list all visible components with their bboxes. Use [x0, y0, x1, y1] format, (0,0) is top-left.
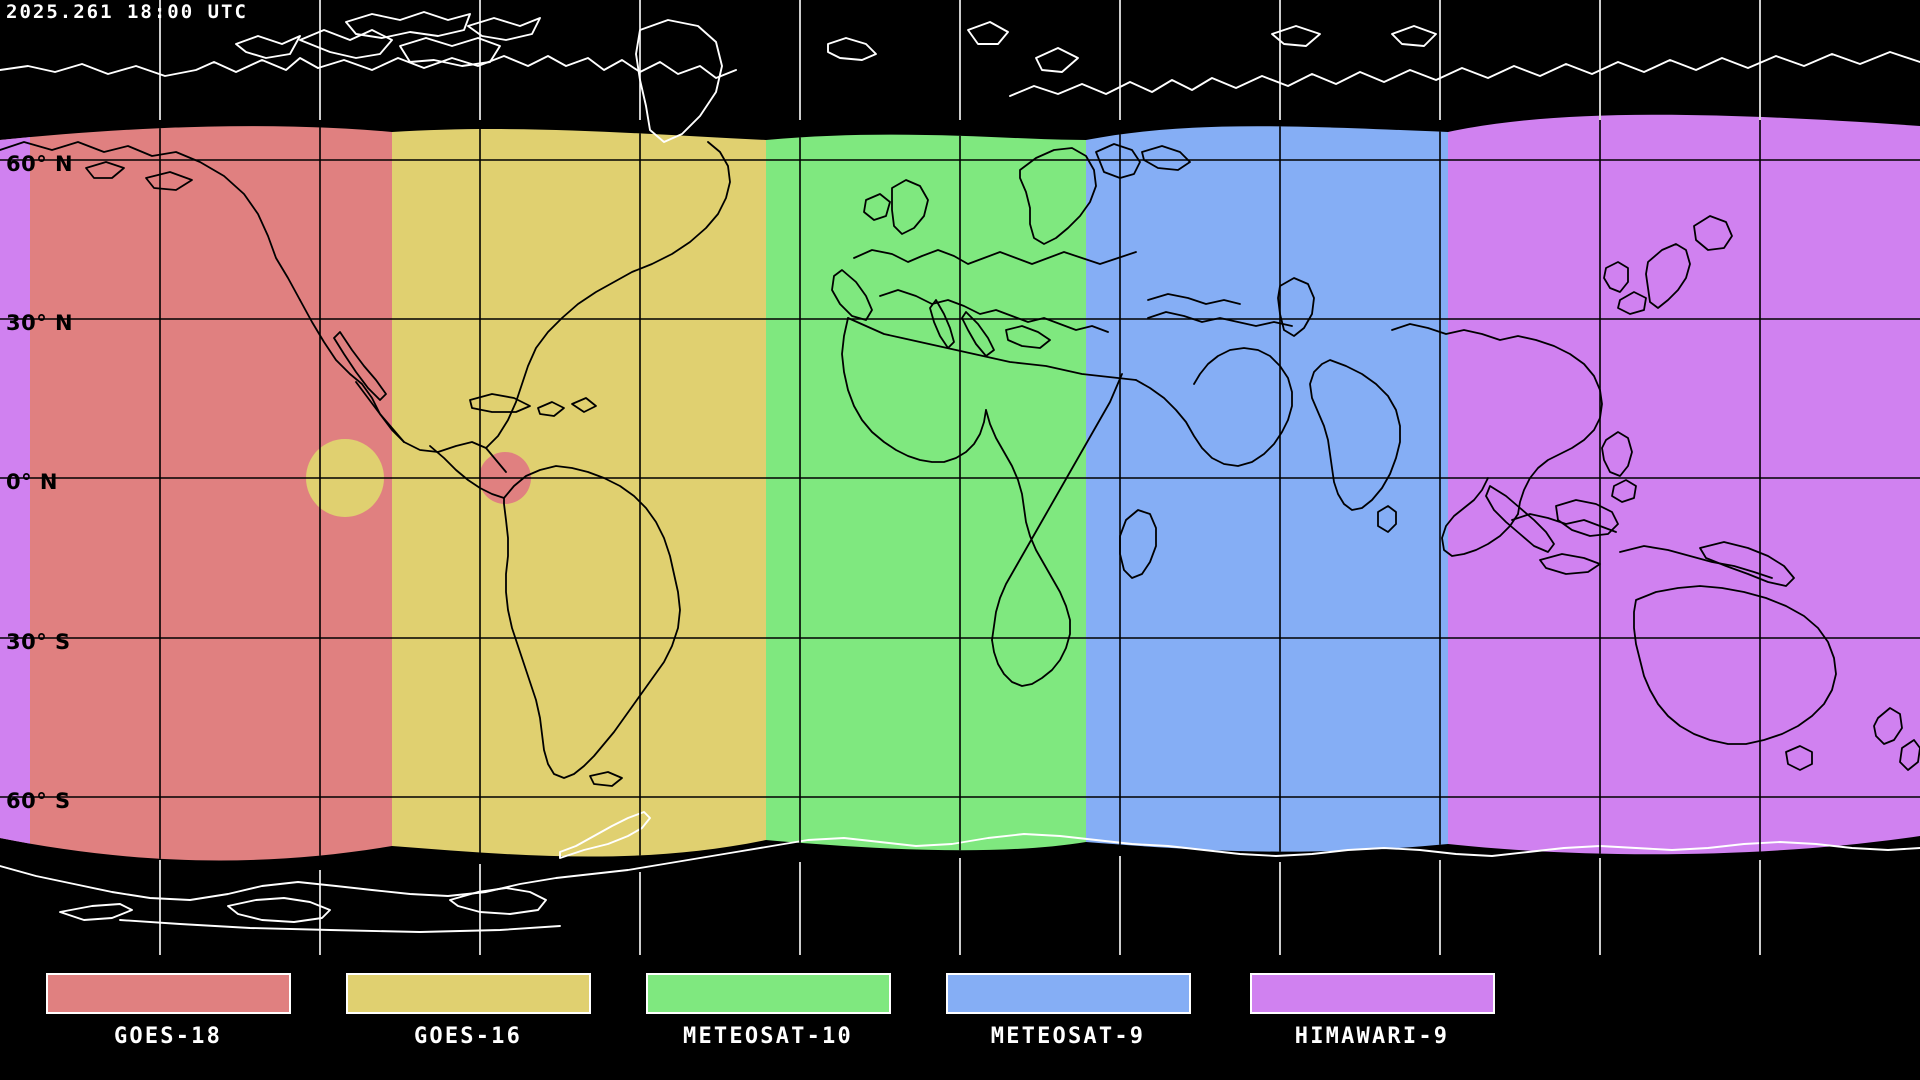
- coastlines-outside-coverage: [0, 11, 1920, 933]
- legend-swatch-goes-18: [45, 973, 291, 1014]
- graticule-inside: [0, 0, 1920, 955]
- coverage-band-meteosat-10[interactable]: [766, 0, 1086, 955]
- coverage-band-meteosat-9[interactable]: [1086, 0, 1448, 955]
- coverage-map[interactable]: 60° N 30° N 0° N 30° S 60° S: [0, 0, 1920, 955]
- legend-swatch-meteosat-10: [645, 973, 891, 1014]
- legend-item-himawari-9[interactable]: HIMAWARI-9: [1222, 973, 1522, 1049]
- legend-item-meteosat-10[interactable]: METEOSAT-10: [618, 973, 918, 1049]
- legend-label-himawari-9: HIMAWARI-9: [1294, 1024, 1450, 1049]
- legend-swatch-meteosat-9: [945, 973, 1191, 1014]
- legend-swatch-himawari-9: [1249, 973, 1495, 1014]
- legend-item-goes-18[interactable]: GOES-18: [18, 973, 318, 1049]
- coastlines-inside-coverage: [0, 141, 1920, 787]
- satellite-legend: GOES-18 GOES-16 METEOSAT-10 METEOSAT-9 H…: [0, 955, 1920, 1080]
- coverage-band-himawari-9[interactable]: [1448, 0, 1920, 955]
- coverage-band-himawari-9-wrap: [0, 114, 30, 861]
- coverage-band-goes-16[interactable]: [392, 0, 766, 955]
- timestamp-label: 2025.261 18:00 UTC: [6, 1, 248, 23]
- legend-label-goes-18: GOES-18: [113, 1024, 223, 1049]
- legend-item-goes-16[interactable]: GOES-16: [318, 973, 618, 1049]
- graticule-outside: [159, 0, 1761, 955]
- legend-swatch-goes-16: [345, 973, 591, 1014]
- legend-label-goes-16: GOES-16: [413, 1024, 523, 1049]
- legend-item-meteosat-9[interactable]: METEOSAT-9: [918, 973, 1218, 1049]
- legend-label-meteosat-10: METEOSAT-10: [683, 1024, 853, 1049]
- legend-label-meteosat-9: METEOSAT-9: [990, 1024, 1146, 1049]
- map-canvas: [0, 0, 1920, 955]
- coverage-bands: [0, 0, 1920, 955]
